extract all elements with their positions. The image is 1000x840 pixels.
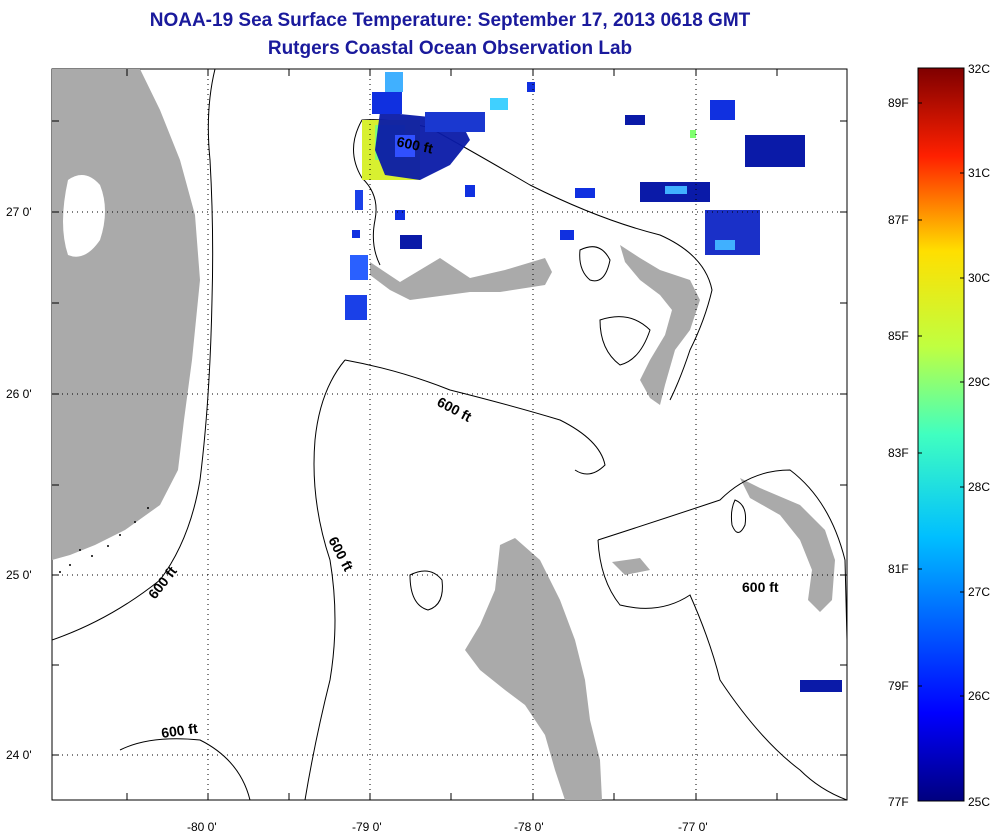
contour-label: 600 ft [395, 133, 434, 156]
florida-keys [59, 507, 149, 573]
colorbar-f-label: 79F [888, 679, 909, 693]
lon-label: -78 0' [514, 820, 544, 834]
contour-label: 600 ft [160, 720, 199, 741]
colorbar-f-label: 85F [888, 329, 909, 343]
lake-okeechobee [63, 175, 105, 257]
lon-label: -77 0' [678, 820, 708, 834]
colorbar-f-label: 81F [888, 562, 909, 576]
lon-label: -79 0' [352, 820, 382, 834]
colorbar [917, 67, 965, 802]
cay-land [612, 558, 650, 575]
colorbar-c-label: 30C [968, 271, 991, 285]
colorbar-c-label: 29C [968, 375, 991, 389]
colorbar-f-label: 89F [888, 96, 909, 110]
grand-bahama-land [370, 258, 552, 300]
colorbar-c-label: 25C [968, 795, 991, 809]
contour-label: 600 ft [742, 579, 779, 595]
colorbar-c-label: 32C [968, 62, 991, 76]
map-title: NOAA-19 Sea Surface Temperature: Septemb… [149, 10, 751, 31]
colorbar-c-label: 28C [968, 480, 991, 494]
grid-lines [52, 69, 847, 800]
map-subtitle: Rutgers Coastal Ocean Observation Lab [267, 38, 633, 59]
lon-label: -80 0' [187, 820, 217, 834]
colorbar-c-label: 27C [968, 585, 991, 599]
depth-contours [52, 69, 847, 800]
sst-patches [345, 72, 842, 692]
lat-label: 27 0' [6, 205, 32, 219]
eleuthera-land [740, 478, 835, 612]
colorbar-ticks [918, 102, 964, 697]
frame-ticks [52, 69, 847, 800]
colorbar-c-label: 26C [968, 689, 991, 703]
colorbar-c-label: 31C [968, 166, 991, 180]
colorbar-f-label: 83F [888, 446, 909, 460]
colorbar-f-label: 77F [888, 795, 909, 809]
lat-label: 24 0' [6, 748, 32, 762]
colorbar-f-label: 87F [888, 213, 909, 227]
lat-label: 25 0' [6, 568, 32, 582]
abaco-land [620, 245, 700, 405]
lat-label: 26 0' [6, 387, 32, 401]
